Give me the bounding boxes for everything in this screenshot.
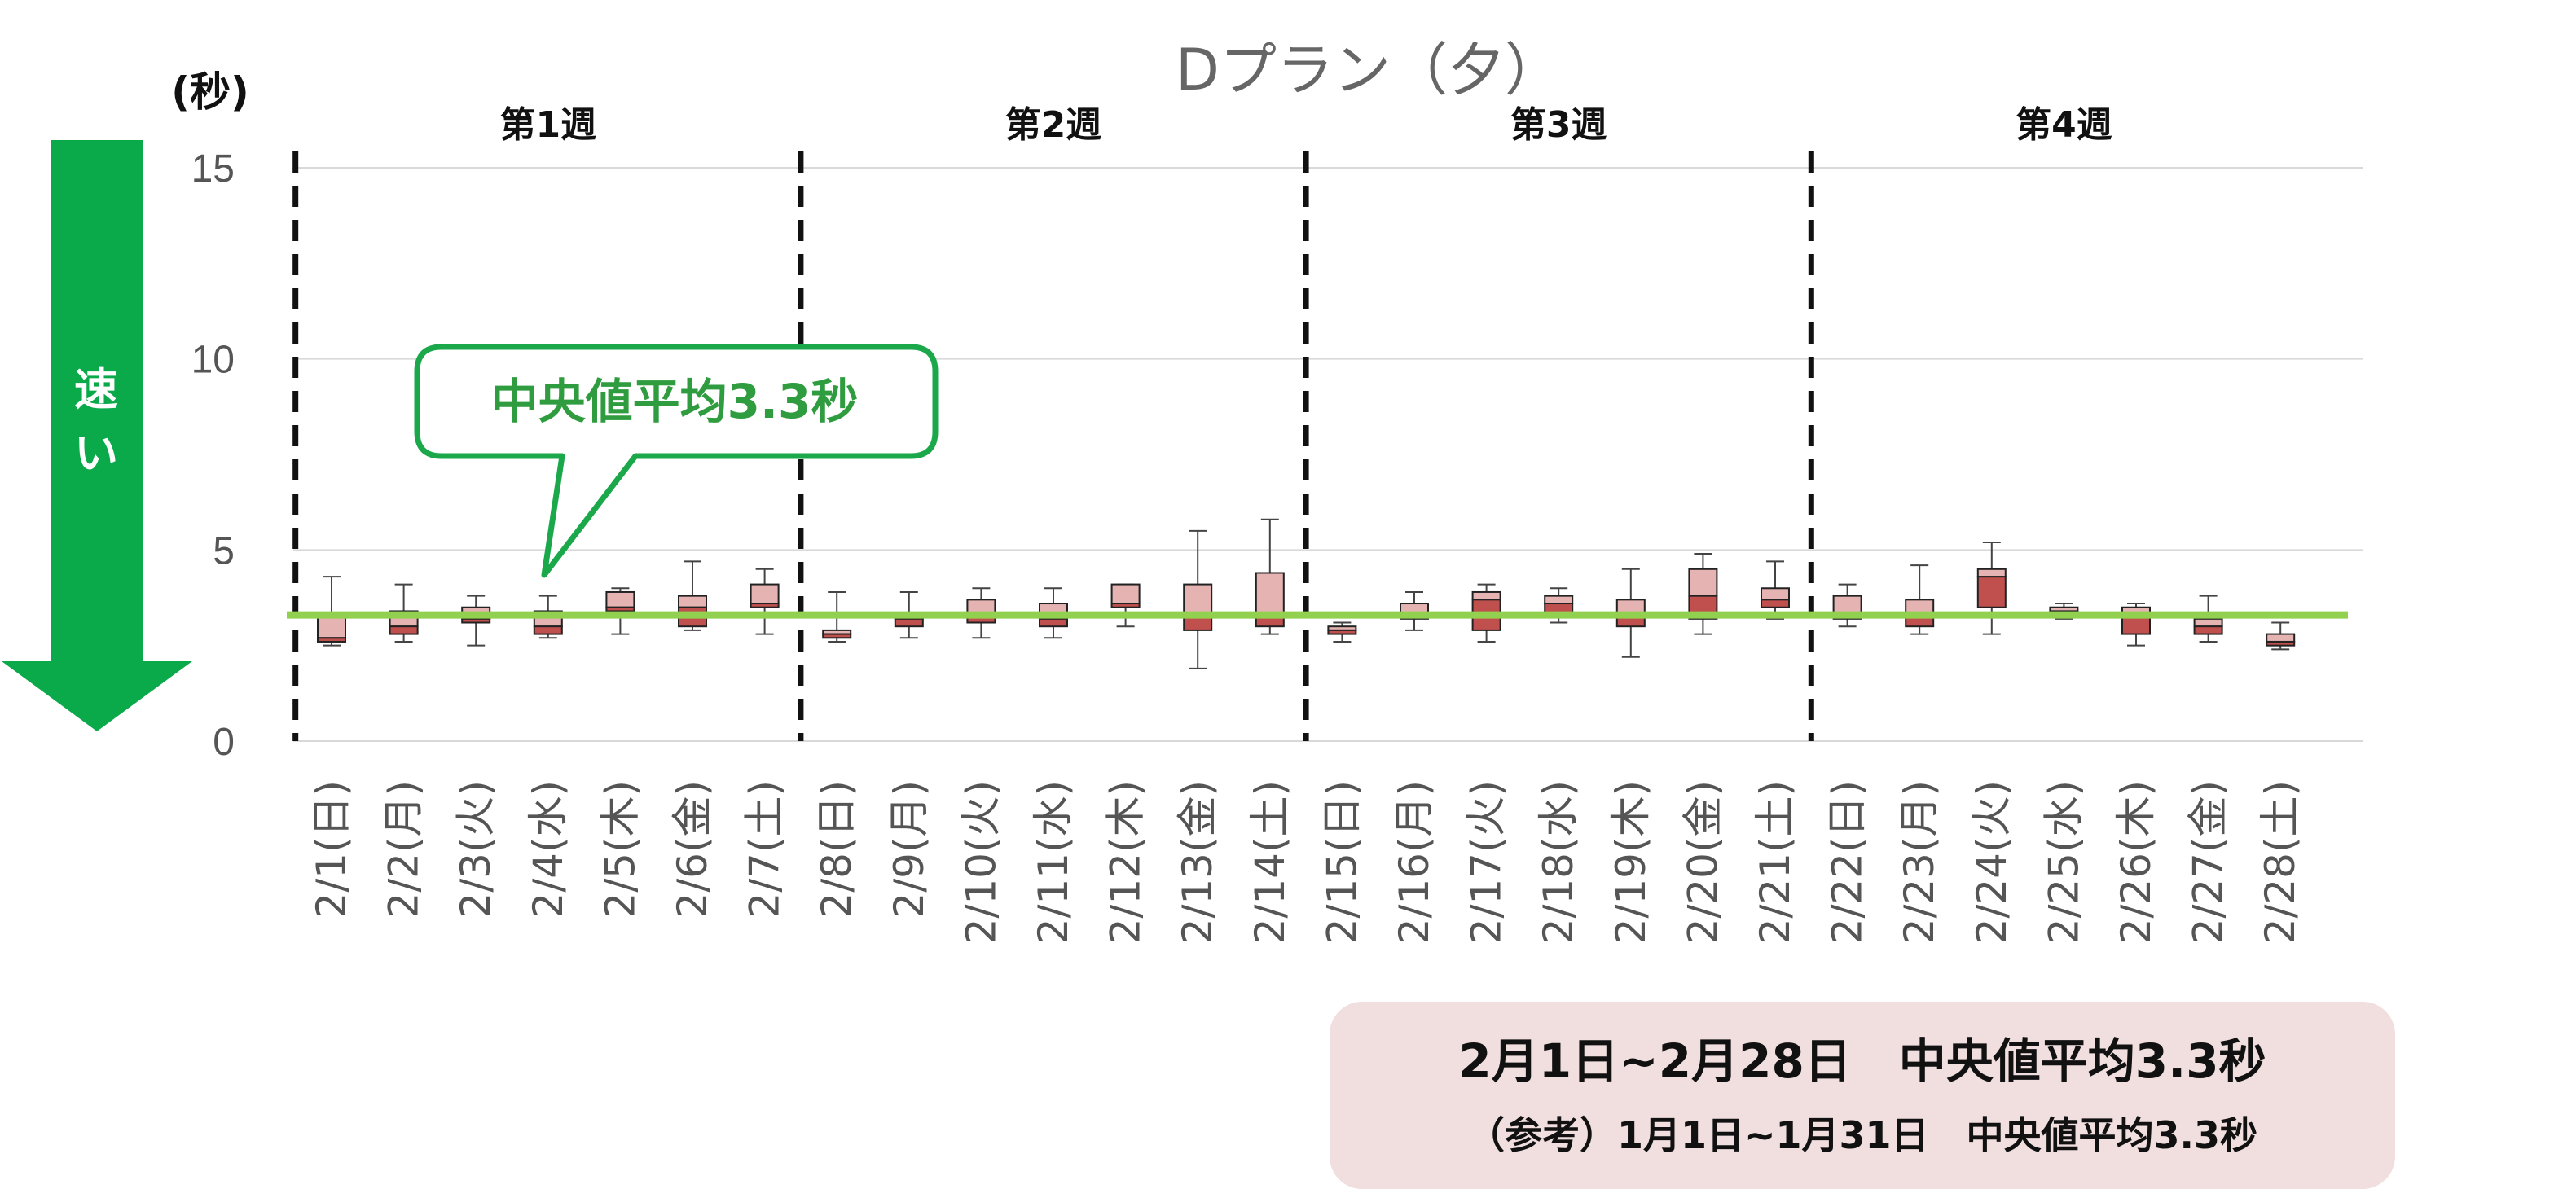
box-lower-quartile: [750, 603, 780, 608]
x-tick-label: 2/4(水): [525, 780, 572, 918]
summary-box: 2月1日~2月28日 中央値平均3.3秒 （参考）1月1日~1月31日 中央値平…: [1330, 1002, 2395, 1189]
x-tick-label: 2/24(火): [1968, 780, 2016, 944]
box-upper-quartile: [1255, 572, 1285, 616]
speed-label: 速い: [74, 364, 118, 479]
x-tick-label: 2/14(土): [1246, 780, 1294, 944]
box-upper-quartile: [1183, 583, 1213, 616]
y-tick-label: 5: [213, 529, 235, 573]
chart-title: Dプラン（夕）: [1176, 37, 1562, 103]
x-tick-label: 2/8(日): [813, 780, 860, 918]
x-tick-label: 2/16(月): [1391, 780, 1438, 944]
x-tick-label: 2/19(木): [1607, 780, 1655, 944]
x-tick-label: 2/6(金): [669, 780, 716, 918]
x-tick-label: 2/11(水): [1030, 780, 1077, 944]
box-lower-quartile: [1110, 603, 1141, 608]
x-tick-label: 2/5(木): [596, 780, 644, 918]
box-upper-quartile: [750, 583, 780, 605]
week-label: 第4週: [2016, 104, 2112, 146]
x-tick-label: 2/18(水): [1535, 780, 1582, 944]
box-upper-quartile: [2266, 633, 2296, 643]
week-label: 第2週: [1005, 104, 1102, 146]
box-upper-quartile: [678, 594, 707, 608]
x-tick-label: 2/15(日): [1318, 780, 1365, 944]
x-tick-label: 2/2(月): [380, 780, 428, 918]
box-upper-quartile: [1761, 587, 1790, 601]
box-lower-quartile: [461, 617, 491, 624]
callout-text: 中央値平均3.3秒: [490, 374, 859, 429]
box-lower-quartile: [894, 617, 924, 628]
box-upper-quartile: [2193, 617, 2223, 628]
x-tick-label: 2/10(火): [957, 780, 1004, 944]
box-upper-quartile: [1110, 583, 1141, 605]
x-tick-label: 2/13(金): [1174, 780, 1221, 944]
x-tick-label: 2/26(木): [2112, 780, 2160, 944]
x-tick-label: 2/12(木): [1102, 780, 1150, 944]
box-lower-quartile: [822, 633, 852, 639]
x-tick-label: 2/9(月): [886, 780, 933, 918]
box-upper-quartile: [1471, 590, 1501, 601]
box-lower-quartile: [1039, 617, 1068, 628]
callout-bubble: [414, 344, 939, 578]
x-tick-label: 2/20(金): [1679, 780, 1726, 944]
box-lower-quartile: [533, 625, 563, 635]
y-tick-label: 15: [191, 147, 235, 191]
x-tick-label: 2/25(水): [2040, 780, 2087, 944]
y-axis-unit: (秒): [171, 68, 249, 116]
box-lower-quartile: [389, 625, 419, 635]
y-tick-label: 10: [191, 339, 235, 382]
x-tick-label: 2/28(土): [2257, 780, 2304, 944]
summary-main-text: 2月1日~2月28日 中央値平均3.3秒: [1458, 1033, 2266, 1089]
week-label: 第1週: [499, 104, 596, 146]
box-lower-quartile: [317, 637, 346, 643]
x-tick-label: 2/22(日): [1824, 780, 1871, 944]
box-lower-quartile: [1761, 599, 1790, 608]
box-upper-quartile: [1976, 568, 2007, 578]
y-tick-label: 0: [213, 721, 235, 764]
box-lower-quartile: [1976, 576, 2007, 608]
x-tick-label: 2/21(土): [1752, 780, 1799, 944]
x-tick-label: 2/23(月): [1896, 780, 1943, 944]
box-lower-quartile: [605, 606, 635, 612]
box-lower-quartile: [2266, 640, 2296, 647]
box-upper-quartile: [1688, 568, 1718, 597]
x-tick-label: 2/3(火): [452, 780, 499, 918]
week-label: 第3週: [1510, 104, 1607, 146]
box-upper-quartile: [1544, 594, 1574, 605]
box-lower-quartile: [2193, 625, 2223, 635]
x-tick-label: 2/7(土): [741, 780, 789, 918]
box-lower-quartile: [1327, 629, 1357, 635]
summary-reference-text: （参考）1月1日~1月31日 中央値平均3.3秒: [1466, 1113, 2258, 1157]
x-tick-label: 2/1(日): [308, 780, 355, 918]
box-upper-quartile: [605, 590, 635, 608]
x-tick-label: 2/17(火): [1463, 780, 1510, 944]
down-arrow-icon: [2, 140, 192, 731]
x-tick-label: 2/27(金): [2185, 780, 2232, 944]
